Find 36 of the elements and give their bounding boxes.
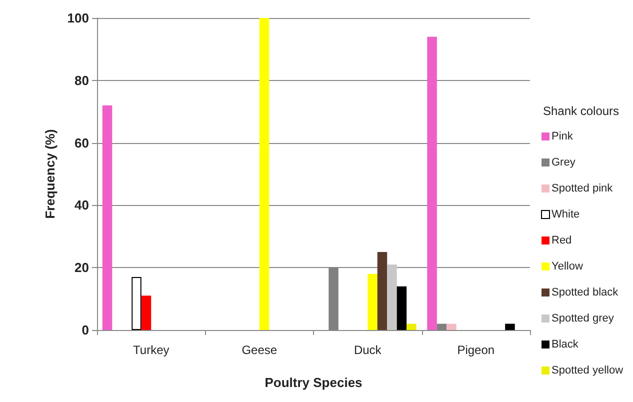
legend-label: Spotted yellow — [552, 364, 624, 376]
bar — [406, 324, 416, 330]
legend-label: Pink — [552, 130, 574, 142]
bar — [102, 105, 112, 330]
bar — [427, 36, 437, 330]
y-tick-label: 0 — [82, 322, 89, 338]
bar — [436, 324, 447, 330]
y-tick-label: 100 — [67, 10, 89, 26]
bar — [377, 252, 388, 330]
legend-label: White — [552, 208, 580, 220]
y-axis-title: Frequency (%) — [42, 129, 58, 219]
bar — [132, 276, 142, 330]
bar — [387, 264, 397, 330]
bar — [141, 296, 152, 330]
y-tick-label: 60 — [74, 135, 89, 150]
x-tick-label: Turkey — [133, 343, 170, 357]
legend-label: Black — [552, 338, 579, 350]
y-tick-label: 20 — [74, 260, 89, 276]
x-tick-label: Duck — [354, 343, 382, 357]
x-tick-label: Pigeon — [457, 343, 495, 357]
legend-label: Spotted grey — [552, 312, 614, 324]
bar — [446, 324, 456, 330]
bar — [368, 274, 378, 330]
legend-label: Spotted pink — [552, 182, 614, 194]
legend-label: Grey — [552, 156, 576, 168]
y-tick-label: 80 — [74, 72, 89, 88]
legend-label: Spotted black — [552, 286, 619, 298]
legend-label: Red — [552, 234, 572, 246]
x-axis-title: Poultry Species — [264, 375, 362, 390]
bar — [396, 286, 407, 330]
bar — [259, 18, 270, 330]
legend-title: Shank colours — [543, 104, 620, 118]
legend-label: Yellow — [552, 260, 583, 272]
y-tick-label: 40 — [74, 198, 89, 213]
x-tick-label: Geese — [242, 343, 278, 357]
bar — [505, 324, 515, 330]
